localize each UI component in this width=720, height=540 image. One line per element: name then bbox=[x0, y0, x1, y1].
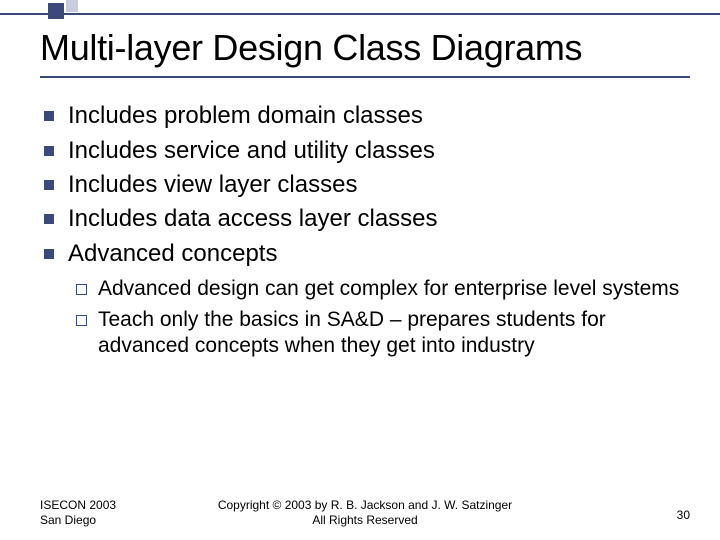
title-underline bbox=[40, 76, 690, 78]
square-dark-icon bbox=[48, 3, 64, 19]
sub-bullet-list: Advanced design can get complex for ente… bbox=[68, 276, 690, 359]
slide-body: Multi-layer Design Class Diagrams Includ… bbox=[40, 28, 690, 510]
sub-bullet-text: Advanced design can get complex for ente… bbox=[98, 277, 679, 300]
square-light-icon bbox=[66, 0, 78, 12]
footer-rights: All Rights Reserved bbox=[40, 513, 690, 528]
list-item: Advanced concepts Advanced design can ge… bbox=[68, 238, 690, 359]
list-item: Includes problem domain classes bbox=[68, 100, 690, 132]
footer-center: Copyright © 2003 by R. B. Jackson and J.… bbox=[40, 498, 690, 528]
list-item: Teach only the basics in SA&D – prepares… bbox=[98, 307, 690, 360]
bullet-text: Includes data access layer classes bbox=[68, 205, 438, 232]
footer-copyright: Copyright © 2003 by R. B. Jackson and J.… bbox=[40, 498, 690, 513]
bullet-text: Includes service and utility classes bbox=[68, 137, 435, 164]
list-item: Includes service and utility classes bbox=[68, 135, 690, 167]
top-decoration bbox=[0, 0, 720, 20]
top-line bbox=[0, 13, 720, 15]
list-item: Includes data access layer classes bbox=[68, 203, 690, 235]
list-item: Includes view layer classes bbox=[68, 169, 690, 201]
bullet-text: Advanced concepts bbox=[68, 240, 277, 267]
bullet-text: Includes view layer classes bbox=[68, 171, 357, 198]
bullet-text: Includes problem domain classes bbox=[68, 102, 423, 129]
sub-bullet-text: Teach only the basics in SA&D – prepares… bbox=[98, 308, 606, 357]
bullet-list: Includes problem domain classes Includes… bbox=[40, 100, 690, 359]
list-item: Advanced design can get complex for ente… bbox=[98, 276, 690, 302]
page-title: Multi-layer Design Class Diagrams bbox=[40, 28, 690, 68]
page-number: 30 bbox=[677, 508, 690, 522]
